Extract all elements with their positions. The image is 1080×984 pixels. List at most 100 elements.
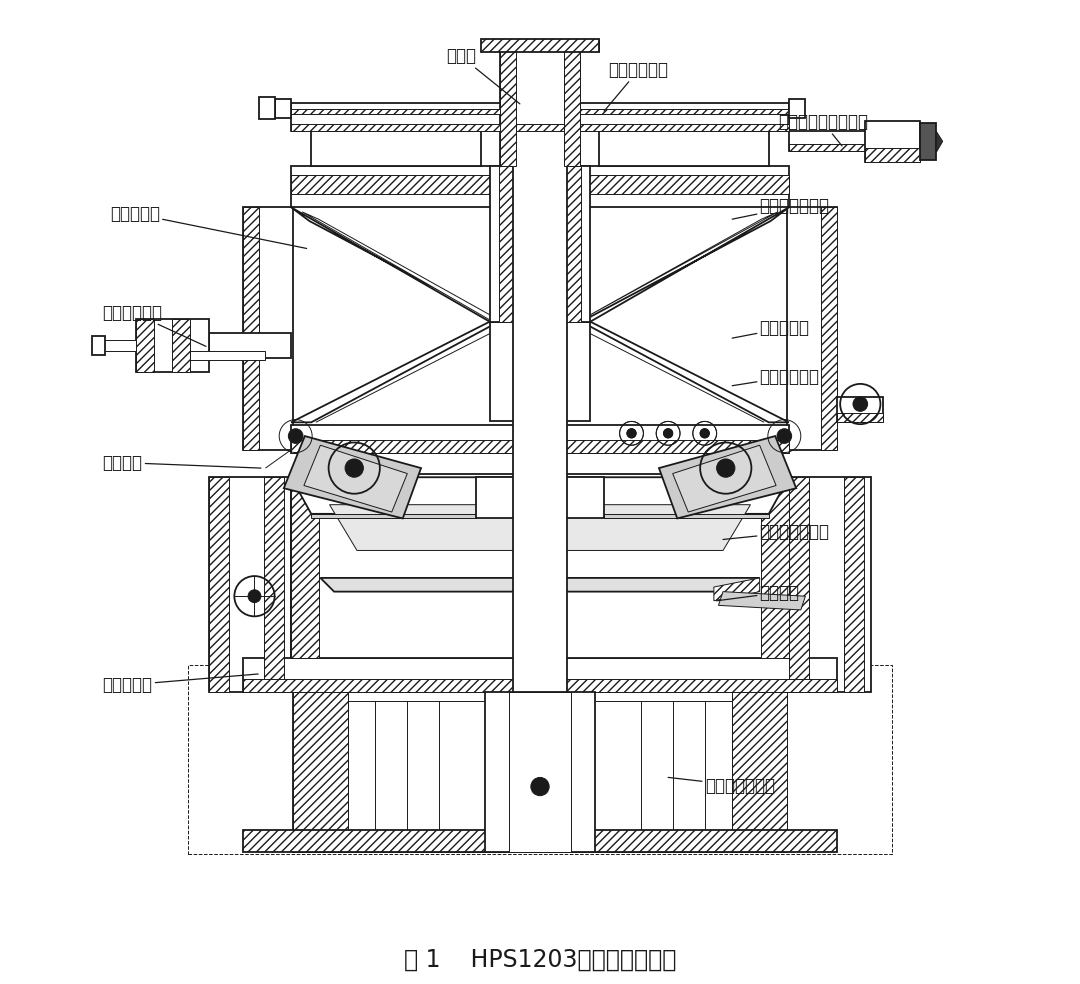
Bar bbox=[509, 693, 571, 852]
Polygon shape bbox=[604, 514, 769, 519]
Bar bbox=[865, 121, 920, 161]
Bar bbox=[489, 166, 591, 322]
Bar bbox=[821, 208, 837, 450]
Polygon shape bbox=[292, 477, 788, 514]
Bar bbox=[208, 477, 292, 693]
Circle shape bbox=[346, 459, 363, 477]
Text: 分离器体装置: 分离器体装置 bbox=[732, 368, 820, 386]
Bar bbox=[292, 103, 500, 114]
Bar bbox=[564, 47, 580, 166]
Text: 行星齿轮减速箱: 行星齿轮减速箱 bbox=[669, 776, 774, 795]
Text: 内锥体装置: 内锥体装置 bbox=[110, 205, 307, 248]
Bar bbox=[92, 337, 106, 354]
Bar bbox=[293, 693, 348, 852]
Bar bbox=[274, 99, 292, 118]
Circle shape bbox=[288, 429, 303, 444]
Text: 倒锥体装置: 倒锥体装置 bbox=[732, 319, 810, 338]
Polygon shape bbox=[311, 514, 476, 519]
Text: 落煤管: 落煤管 bbox=[446, 47, 519, 104]
Polygon shape bbox=[284, 436, 421, 519]
Bar bbox=[292, 474, 788, 657]
Circle shape bbox=[626, 429, 636, 438]
Bar bbox=[920, 123, 936, 159]
Bar bbox=[292, 124, 788, 131]
Polygon shape bbox=[936, 131, 943, 153]
Text: 刮板装置: 刮板装置 bbox=[717, 584, 799, 601]
Text: 出口气封系统: 出口气封系统 bbox=[604, 61, 669, 111]
Bar bbox=[292, 175, 788, 194]
Bar bbox=[843, 477, 864, 693]
Text: 侧机体装置: 侧机体装置 bbox=[103, 674, 258, 694]
Bar bbox=[190, 351, 266, 360]
Bar bbox=[580, 109, 788, 114]
Bar bbox=[788, 477, 872, 693]
Bar bbox=[292, 166, 788, 208]
Circle shape bbox=[777, 429, 792, 444]
Polygon shape bbox=[303, 445, 407, 512]
Circle shape bbox=[700, 429, 710, 438]
Bar bbox=[208, 477, 229, 693]
Polygon shape bbox=[581, 212, 778, 320]
Bar bbox=[788, 99, 806, 118]
Bar bbox=[292, 425, 788, 453]
Bar bbox=[482, 39, 598, 52]
Bar bbox=[788, 131, 931, 152]
Bar bbox=[500, 47, 516, 166]
Bar bbox=[837, 413, 883, 422]
Text: 弹簧加载装置: 弹簧加载装置 bbox=[103, 303, 206, 346]
Bar bbox=[500, 47, 580, 166]
Bar bbox=[292, 109, 500, 114]
Bar bbox=[259, 97, 274, 119]
Polygon shape bbox=[714, 578, 759, 601]
Bar bbox=[135, 319, 208, 372]
Bar bbox=[243, 657, 837, 693]
Circle shape bbox=[700, 429, 710, 438]
Polygon shape bbox=[329, 505, 751, 550]
Bar bbox=[264, 477, 284, 693]
Bar bbox=[788, 477, 809, 693]
Bar bbox=[135, 319, 153, 372]
Circle shape bbox=[663, 429, 673, 438]
Bar bbox=[243, 208, 293, 450]
Text: 排出阀与多出口装置: 排出阀与多出口装置 bbox=[778, 113, 868, 146]
Polygon shape bbox=[581, 208, 788, 322]
Text: 磨碗和叶轮装置: 磨碗和叶轮装置 bbox=[723, 523, 829, 541]
Bar bbox=[787, 208, 837, 450]
Circle shape bbox=[248, 589, 261, 602]
Bar bbox=[293, 693, 787, 852]
Text: 分离器顶盖装置: 分离器顶盖装置 bbox=[732, 198, 829, 219]
Bar bbox=[208, 333, 292, 358]
Circle shape bbox=[626, 429, 636, 438]
Bar bbox=[599, 131, 769, 166]
Circle shape bbox=[531, 777, 549, 796]
Bar bbox=[292, 440, 788, 453]
Polygon shape bbox=[321, 578, 759, 591]
Bar bbox=[485, 693, 595, 852]
Circle shape bbox=[663, 429, 673, 438]
Bar bbox=[865, 148, 920, 161]
Bar bbox=[243, 208, 259, 450]
Bar bbox=[788, 144, 931, 152]
Bar bbox=[580, 103, 788, 114]
Bar bbox=[243, 679, 837, 693]
Polygon shape bbox=[292, 208, 499, 322]
Bar bbox=[761, 474, 788, 657]
Text: 磨辊装置: 磨辊装置 bbox=[103, 454, 261, 471]
Polygon shape bbox=[659, 436, 796, 519]
Circle shape bbox=[853, 397, 867, 411]
Bar bbox=[292, 474, 319, 657]
Bar bbox=[96, 339, 135, 351]
Bar bbox=[243, 830, 837, 852]
Bar bbox=[499, 166, 515, 322]
Polygon shape bbox=[292, 322, 499, 422]
Bar bbox=[513, 125, 567, 693]
Polygon shape bbox=[673, 445, 777, 512]
Polygon shape bbox=[581, 322, 788, 422]
Bar bbox=[311, 131, 481, 166]
Polygon shape bbox=[302, 212, 499, 320]
Bar bbox=[837, 397, 883, 422]
Text: 图 1    HPS1203磨煤机内部结构: 图 1 HPS1203磨煤机内部结构 bbox=[404, 948, 676, 971]
Polygon shape bbox=[718, 591, 806, 610]
Bar bbox=[732, 693, 787, 852]
Bar bbox=[565, 166, 581, 322]
